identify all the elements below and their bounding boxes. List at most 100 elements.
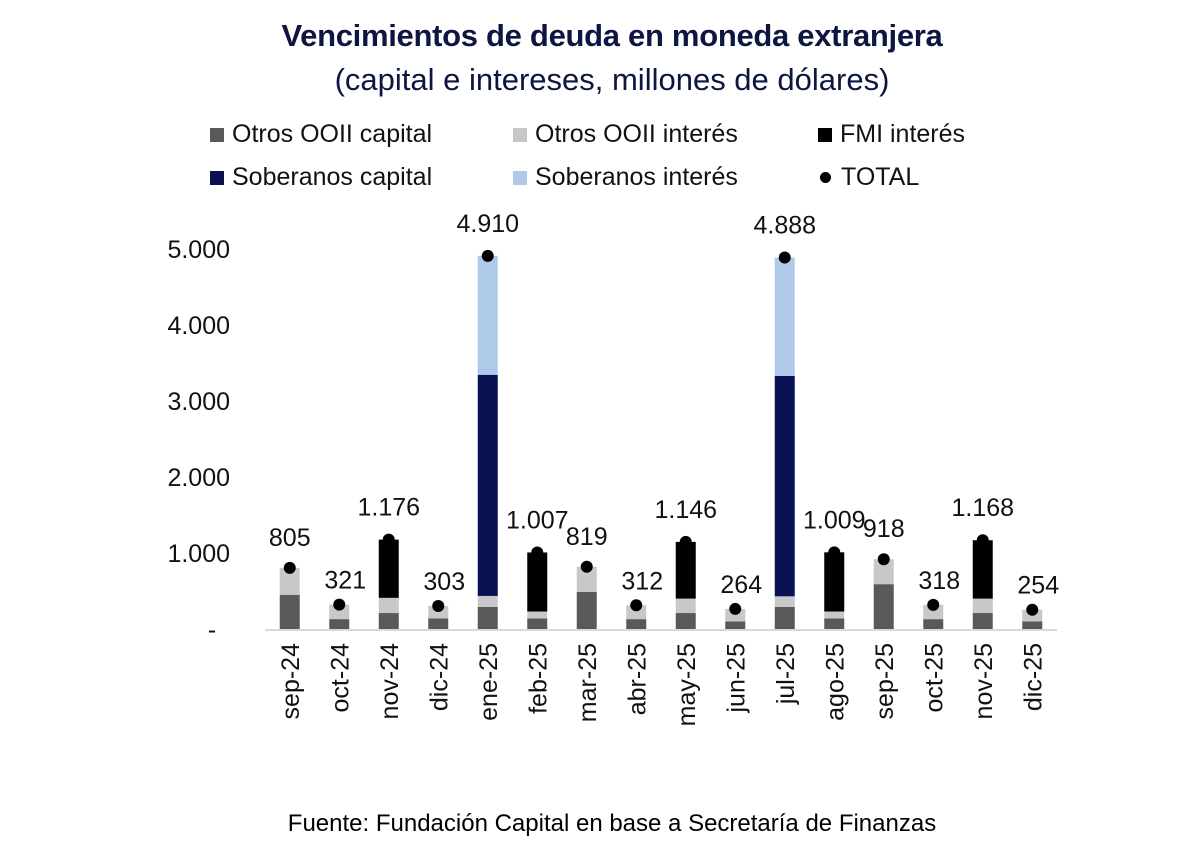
bar-segment-otros-ooii-inter-s (923, 604, 944, 620)
y-tick-label: 3.000 (167, 388, 230, 416)
x-tick-label: ago-25 (821, 643, 849, 721)
legend-swatch-fmi-interes (818, 127, 832, 142)
bar-segment-otros-ooii-inter-s (477, 595, 498, 607)
total-data-label: 1.146 (654, 496, 717, 524)
bar-segment-otros-ooii-inter-s (824, 611, 845, 619)
bar-segment-otros-ooii-capital (873, 584, 894, 629)
total-marker (580, 560, 593, 573)
bar-segment-otros-ooii-capital (576, 591, 597, 629)
legend: Otros OOII capital Otros OOII interés FM… (210, 120, 1010, 200)
total-marker (382, 533, 395, 546)
bar-segment-fmi-inter-s (824, 552, 845, 612)
legend-item-total: TOTAL (818, 163, 919, 192)
bar-segment-soberanos-capital (774, 375, 795, 597)
bar-segment-otros-ooii-capital (279, 594, 300, 629)
x-tick-label: dic-25 (1019, 643, 1047, 711)
total-data-label: 303 (423, 568, 465, 596)
total-data-label: 318 (918, 567, 960, 595)
total-data-label: 805 (269, 524, 311, 552)
bar-segment-otros-ooii-capital (477, 606, 498, 629)
x-tick-label: may-25 (673, 643, 701, 726)
legend-dot-total (820, 172, 831, 183)
total-marker (778, 251, 791, 264)
total-marker (976, 534, 989, 547)
legend-swatch-otros-interes (513, 127, 527, 142)
total-marker (283, 561, 296, 574)
bar-segment-fmi-inter-s (378, 539, 399, 598)
bar-segment-otros-ooii-capital (725, 621, 746, 629)
bars (279, 255, 1043, 629)
chart-title: Vencimientos de deuda en moneda extranje… (281, 18, 943, 53)
legend-swatch-otros-capital (210, 127, 224, 142)
bar-segment-soberanos-inter-s (477, 255, 498, 375)
legend-swatch-soberanos-capital (210, 170, 224, 185)
total-marker (481, 249, 494, 262)
total-data-label: 4.910 (456, 210, 519, 238)
bar-segment-otros-ooii-capital (428, 618, 449, 629)
source-note: Fuente: Fundación Capital en base a Secr… (287, 810, 937, 837)
total-data-label: 1.007 (506, 506, 569, 534)
x-tick-label: oct-24 (326, 643, 354, 713)
bar-segment-otros-ooii-inter-s (576, 566, 597, 592)
bar-segment-otros-ooii-capital (1022, 621, 1043, 629)
bar-segment-otros-ooii-capital (329, 619, 350, 629)
total-marker (877, 553, 890, 566)
bar-segment-fmi-inter-s (675, 541, 696, 599)
x-tick-label: jul-25 (772, 643, 800, 705)
x-tick-label: sep-25 (871, 643, 899, 719)
bar-segment-soberanos-capital (477, 374, 498, 596)
total-marker (531, 546, 544, 559)
total-marker (729, 602, 742, 615)
total-data-label: 4.888 (753, 212, 816, 240)
total-data-label: 312 (621, 567, 663, 595)
bar-segment-otros-ooii-inter-s (972, 598, 993, 614)
legend-label: FMI interés (840, 120, 966, 148)
x-tick-label: feb-25 (524, 643, 552, 714)
x-tick-label: ene-25 (475, 643, 503, 721)
x-tick-label: mar-25 (574, 643, 602, 722)
legend-label: Otros OOII capital (232, 120, 433, 148)
bar-segment-otros-ooii-capital (774, 606, 795, 629)
bar-segment-otros-ooii-inter-s (378, 597, 399, 614)
total-data-label: 1.176 (357, 494, 420, 522)
legend-item-otros-capital: Otros OOII capital (210, 120, 432, 149)
legend-swatch-soberanos-interes (513, 170, 527, 185)
total-marker (1026, 603, 1039, 616)
total-data-label: 1.168 (951, 494, 1014, 522)
bar-segment-otros-ooii-inter-s (329, 604, 350, 620)
total-data-label: 254 (1017, 572, 1059, 600)
x-tick-label: nov-24 (376, 643, 404, 720)
x-axis: sep-24 oct-24 nov-24 dic-24 ene-25 feb-25 mar-… (277, 643, 1048, 726)
bar-segment-otros-ooii-inter-s (873, 559, 894, 585)
bar-segment-otros-ooii-capital (824, 618, 845, 629)
total-data-label: 264 (720, 571, 762, 599)
legend-label: Soberanos capital (232, 163, 433, 191)
legend-item-soberanos-capital: Soberanos capital (210, 163, 432, 192)
y-tick-label: 5.000 (167, 236, 230, 264)
bar-segment-otros-ooii-capital (972, 613, 993, 629)
x-tick-label: oct-25 (920, 643, 948, 712)
y-tick-label: - (208, 616, 216, 644)
total-marker (432, 599, 445, 612)
bar-segment-otros-ooii-capital (923, 619, 944, 629)
x-tick-label: dic-24 (425, 643, 453, 711)
bar-segment-otros-ooii-inter-s (279, 567, 300, 595)
total-marker (927, 598, 940, 611)
total-marker (333, 598, 346, 611)
bar-segment-otros-ooii-capital (378, 613, 399, 629)
bar-segment-otros-ooii-capital (527, 618, 548, 629)
bar-segment-fmi-inter-s (972, 540, 993, 599)
x-tick-label: nov-25 (970, 643, 998, 719)
legend-item-soberanos-interes: Soberanos interés (513, 163, 738, 192)
bar-segment-otros-ooii-capital (626, 619, 647, 629)
x-tick-label: abr-25 (623, 643, 651, 715)
bar-segment-otros-ooii-inter-s (774, 596, 795, 607)
x-tick-label: sep-24 (277, 643, 305, 720)
total-data-label: 1.009 (803, 506, 866, 534)
y-tick-label: 4.000 (167, 312, 230, 340)
bar-segment-otros-ooii-capital (675, 613, 696, 629)
legend-item-otros-interes: Otros OOII interés (513, 120, 738, 149)
total-data-label: 321 (324, 567, 366, 595)
